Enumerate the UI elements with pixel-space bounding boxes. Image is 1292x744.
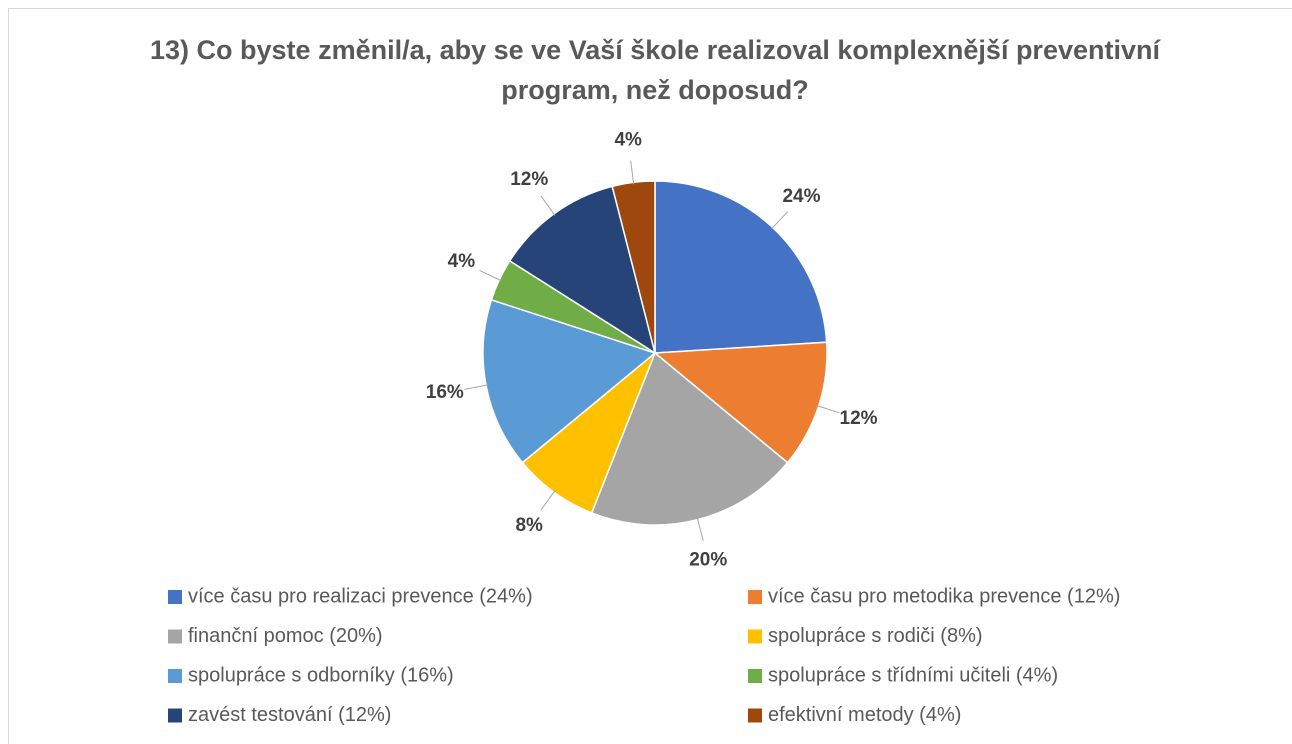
legend-swatch: [168, 629, 182, 644]
data-label: 16%: [426, 382, 464, 403]
leader-line: [630, 160, 635, 185]
legend-label: finanční pomoc (20%): [188, 625, 383, 647]
legend-label: spolupráce s odborníky (16%): [188, 664, 454, 686]
leader-line: [771, 211, 789, 230]
leader-line: [696, 517, 704, 542]
legend-swatch: [748, 708, 762, 723]
leader-line: [540, 195, 556, 216]
leader-line: [816, 405, 840, 414]
legend-swatch: [748, 669, 762, 683]
legend-label: více času pro realizaci prevence (24%): [188, 585, 533, 607]
leader-line: [464, 384, 489, 390]
legend-label: spolupráce s třídními učiteli (4%): [768, 664, 1058, 686]
legend-label: efektivní metody (4%): [768, 704, 961, 726]
legend-label: více času pro metodika prevence (12%): [768, 585, 1120, 607]
legend-label: zavést testování (12%): [188, 704, 391, 726]
legend-swatch: [168, 708, 182, 723]
legend-label: spolupráce s rodiči (8%): [768, 625, 983, 647]
data-label: 24%: [782, 186, 820, 207]
data-label: 4%: [448, 251, 476, 272]
chart-title: 13) Co byste změnil/a, aby se ve Vaší šk…: [150, 35, 1160, 105]
data-label: 4%: [614, 130, 642, 151]
data-label: 8%: [515, 515, 543, 536]
chart-border: [8, 8, 1292, 744]
data-label: 12%: [840, 408, 878, 429]
leader-line: [479, 269, 502, 282]
legend-swatch: [168, 590, 182, 604]
data-label: 20%: [689, 549, 727, 570]
data-label: 12%: [510, 169, 548, 190]
legend-swatch: [748, 590, 762, 604]
legend-swatch: [748, 629, 762, 644]
leader-line: [540, 490, 556, 511]
legend-swatch: [168, 669, 182, 683]
